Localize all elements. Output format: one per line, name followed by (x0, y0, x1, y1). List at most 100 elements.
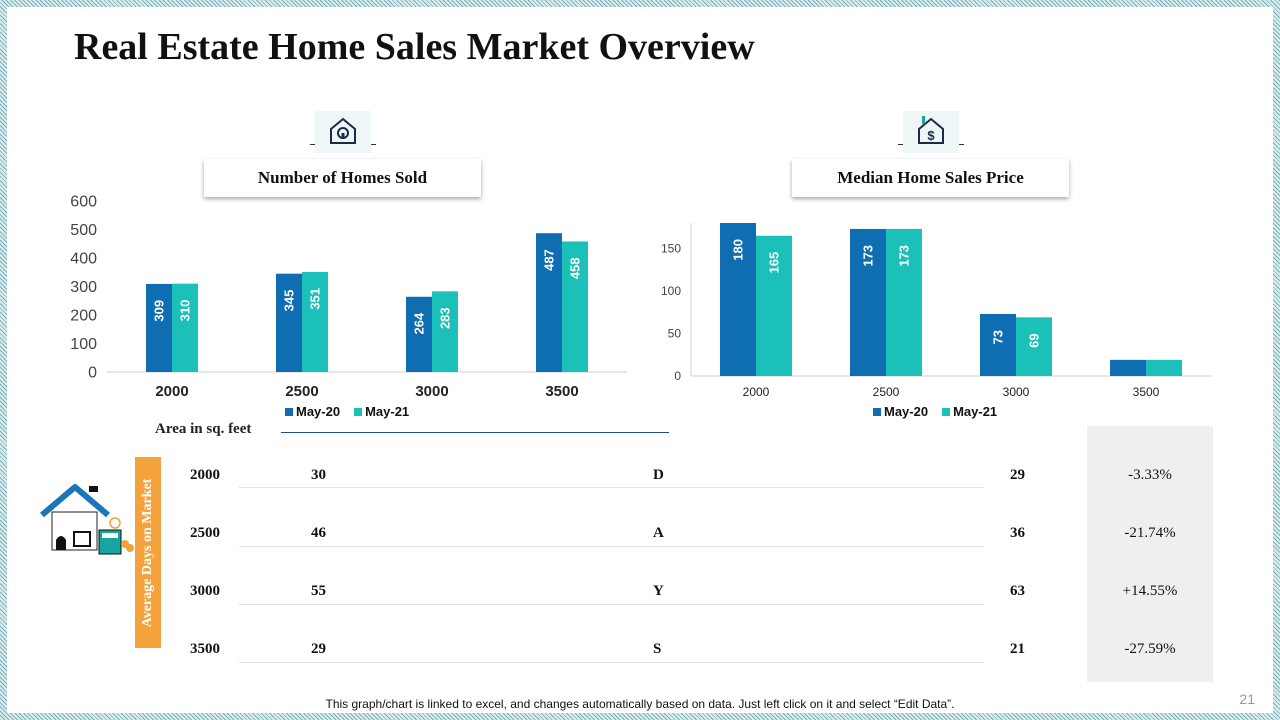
bar (1110, 359, 1146, 376)
legend-label: May-21 (365, 404, 410, 419)
data-label: 345 (282, 290, 297, 312)
table-row: 2500 46 A 36 -21.74% (7, 514, 1273, 554)
data-label: 310 (178, 300, 193, 322)
area-cell: 2000 (190, 467, 220, 483)
data-label: 309 (152, 300, 167, 322)
x-tick-label: 3000 (1003, 385, 1030, 399)
may20-cell: 46 (311, 525, 326, 541)
y-tick-label: 50 (668, 327, 682, 341)
data-label: 458 (568, 257, 583, 279)
x-tick-label: 2000 (743, 385, 770, 399)
area-cell: 3000 (190, 583, 220, 599)
change-cell: -3.33% (1128, 467, 1172, 483)
house-calculator-icon (39, 482, 139, 562)
y-tick-label: 400 (70, 251, 97, 268)
chart-title: Number of Homes Sold (204, 159, 481, 197)
x-tick-label: 2000 (155, 383, 188, 400)
y-tick-label: 100 (70, 336, 97, 353)
data-label: 165 (767, 252, 782, 274)
legend-label: May-20 (296, 404, 341, 419)
y-tick-label: 300 (70, 279, 97, 296)
data-label: 73 (991, 330, 1006, 344)
table-row: 3500 29 S 21 -27.59% (7, 630, 1273, 670)
footnote: This graph/chart is linked to excel, and… (325, 697, 955, 711)
legend-item: May-20 (873, 404, 928, 419)
y-tick-label: 100 (661, 284, 681, 298)
bar (1146, 359, 1182, 376)
divider (281, 432, 669, 433)
x-tick-label: 3500 (1133, 385, 1160, 399)
letter-cell: S (653, 641, 662, 657)
bar (720, 223, 756, 376)
x-tick-label: 3500 (545, 383, 578, 400)
letter-cell: A (653, 525, 664, 541)
may21-cell: 21 (1010, 641, 1025, 657)
bar (850, 228, 886, 376)
chart-legend: May-20 May-21 (873, 404, 997, 419)
bar (1016, 317, 1052, 376)
x-tick-label: 2500 (873, 385, 900, 399)
chart-homes-sold: 0 100 200 300 400 500 600 2000 309 310 2500 345 351 3… (70, 194, 627, 400)
may20-cell: 55 (311, 583, 326, 599)
bar (980, 313, 1016, 376)
may20-cell: 29 (311, 641, 326, 657)
bar (756, 235, 792, 376)
bar (536, 233, 562, 372)
y-tick-label: 0 (88, 365, 97, 382)
page-number: 21 (1239, 691, 1255, 707)
row-divider (239, 487, 984, 488)
y-tick-label: 500 (70, 222, 97, 239)
legend-label: May-21 (953, 404, 998, 419)
bar (172, 283, 198, 372)
bar (432, 291, 458, 372)
legend-item: May-21 (354, 404, 409, 419)
area-cell: 3500 (190, 641, 220, 657)
svg-text:$: $ (927, 128, 935, 143)
row-divider (239, 604, 984, 605)
data-label: 264 (412, 312, 427, 334)
days-on-market-label: Average Days on Market (135, 457, 161, 648)
table-row: 2000 30 D 29 -3.33% (7, 456, 1273, 496)
bar (562, 241, 588, 372)
y-tick-label: 150 (661, 242, 681, 256)
data-label: 351 (308, 288, 323, 310)
data-label: 173 (897, 245, 912, 267)
chart-title: Median Home Sales Price (792, 159, 1069, 197)
may20-cell: 30 (311, 467, 326, 483)
legend-swatch (354, 408, 363, 416)
bar (406, 296, 432, 372)
table-row: 3000 55 Y 63 +14.55% (7, 572, 1273, 612)
row-divider (239, 662, 984, 663)
legend-label: May-20 (884, 404, 929, 419)
legend-swatch (942, 408, 951, 416)
may21-cell: 29 (1010, 467, 1025, 483)
y-tick-label: 600 (70, 194, 97, 211)
change-cell: -21.74% (1124, 525, 1176, 541)
y-tick-label: 200 (70, 308, 97, 325)
data-label: 173 (861, 245, 876, 267)
y-tick-label: 0 (674, 369, 681, 383)
legend-swatch (873, 408, 881, 416)
data-label: 19 (1157, 376, 1172, 390)
legend-item: May-20 (285, 404, 340, 419)
area-label: Area in sq. feet (155, 421, 252, 437)
legend-item: May-21 (942, 404, 997, 419)
area-cell: 2500 (190, 525, 220, 541)
bar (146, 283, 172, 372)
change-cell: +14.55% (1122, 583, 1178, 599)
row-divider (239, 546, 984, 547)
chart-legend: May-20 May-21 (285, 404, 409, 419)
letter-cell: D (653, 467, 664, 483)
data-label: 19 (1121, 376, 1136, 390)
letter-cell: Y (653, 583, 664, 599)
bar (886, 228, 922, 376)
chart-median-price: 0 50 100 150 2000 180 165 2500 173 173 3000 73 69 350… (661, 223, 1211, 399)
legend-swatch (285, 408, 293, 416)
house-dollar-icon: $ (903, 111, 959, 153)
x-tick-label: 2500 (285, 383, 318, 400)
data-label: 180 (731, 239, 746, 261)
bar (276, 273, 302, 372)
may21-cell: 63 (1010, 583, 1025, 599)
data-label: 69 (1027, 333, 1042, 347)
data-label: 487 (542, 249, 557, 271)
